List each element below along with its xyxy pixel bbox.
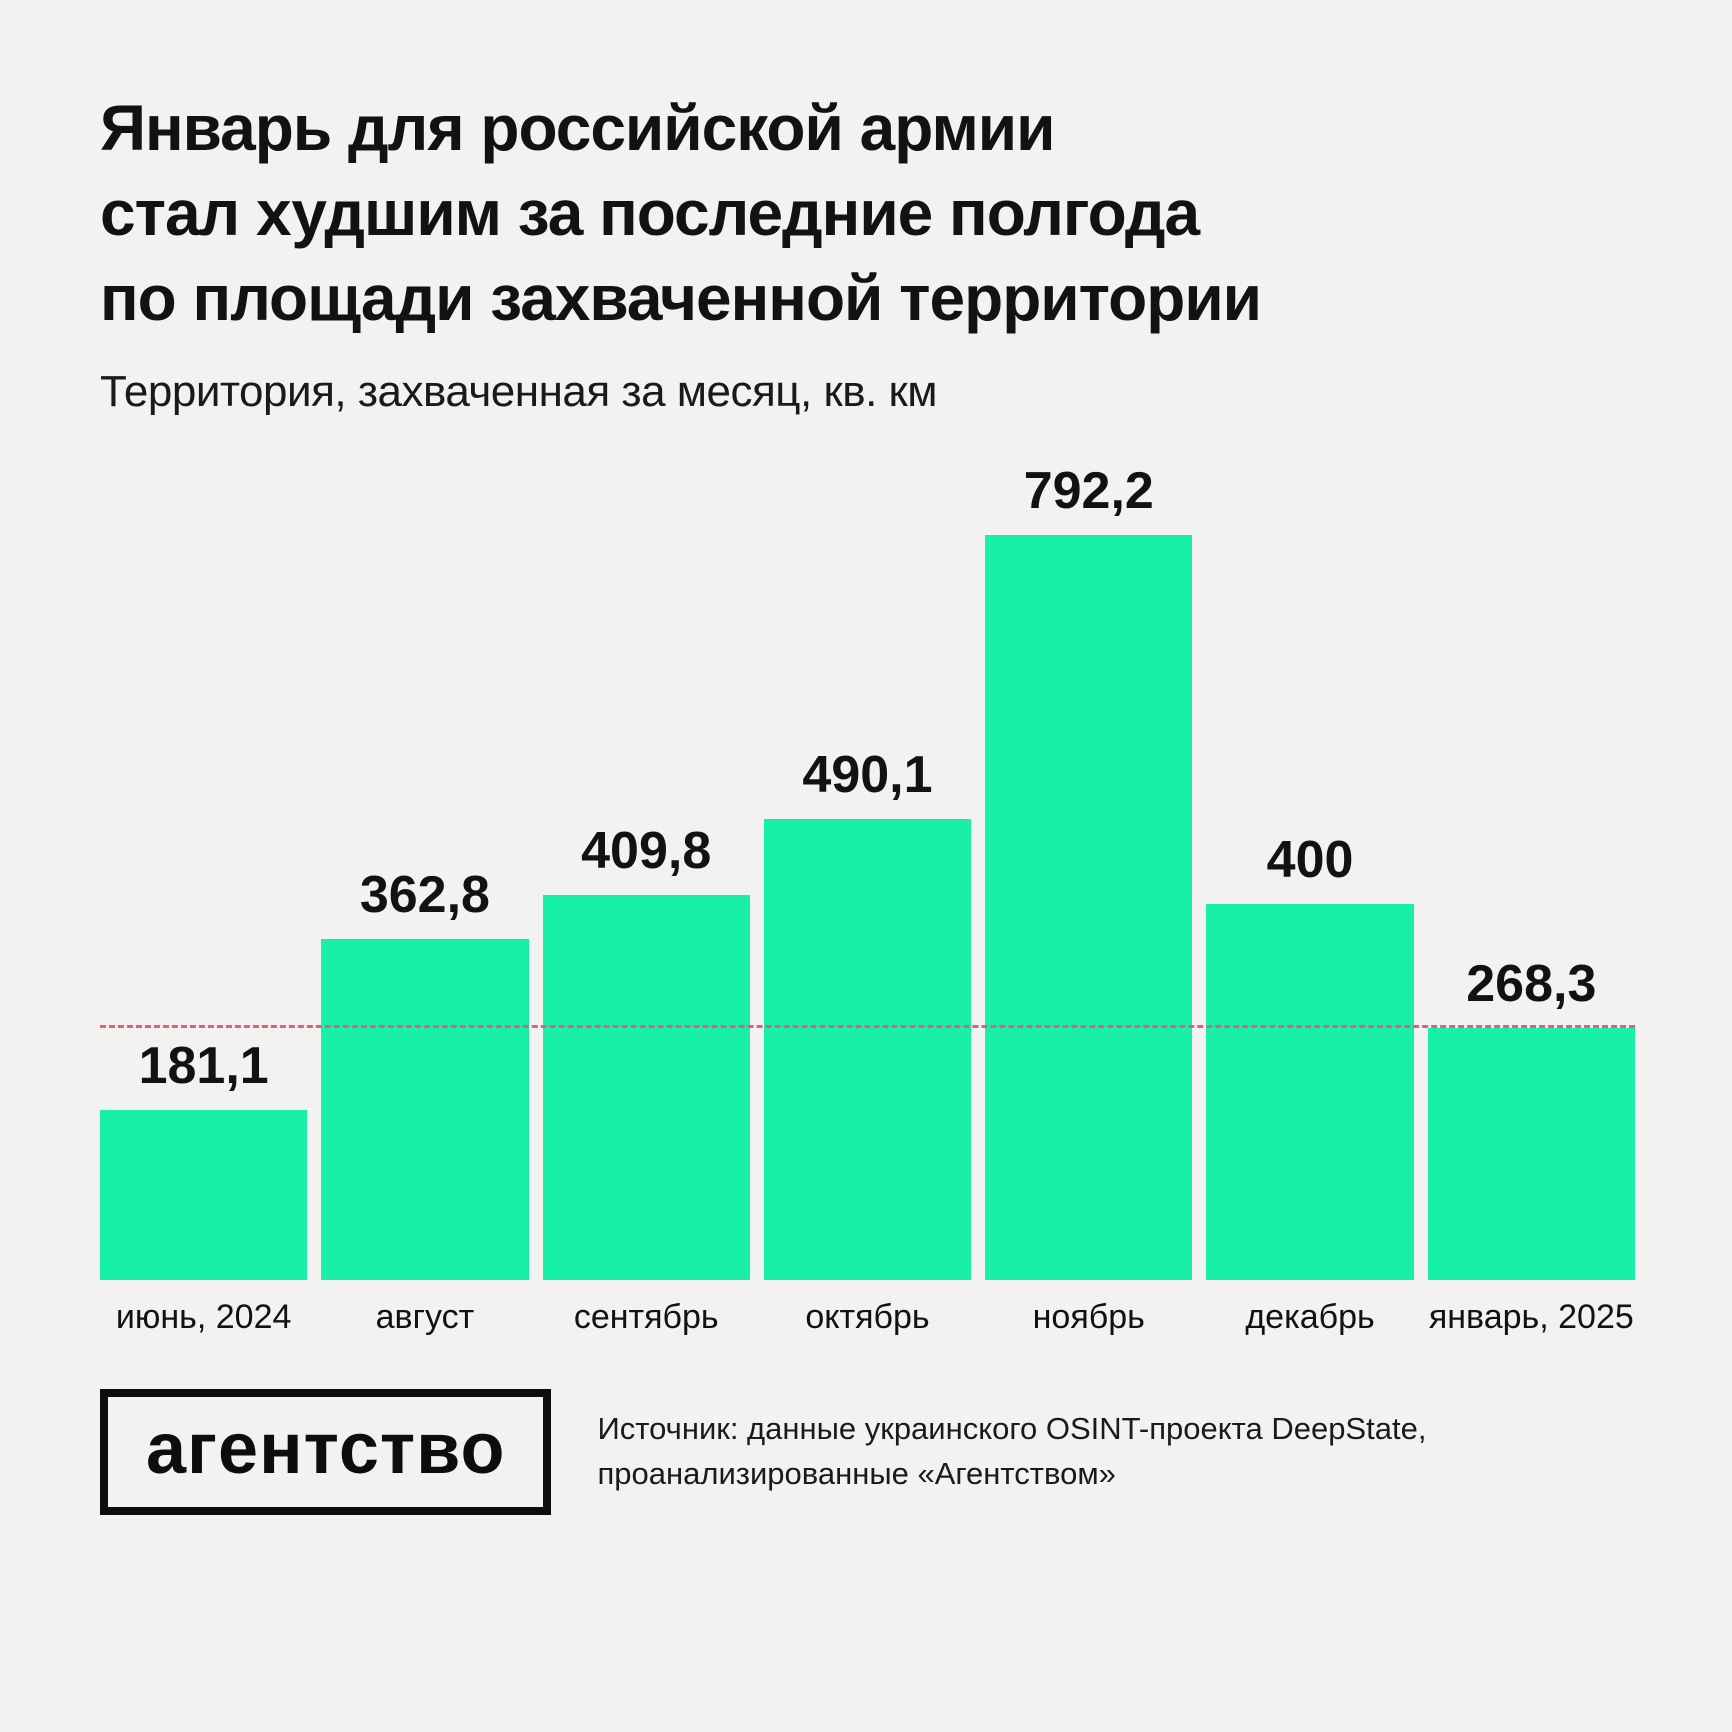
logo-text: агентство — [146, 1409, 506, 1490]
bar — [100, 1110, 308, 1281]
bar — [763, 819, 972, 1281]
bar-column: 268,3 — [1427, 954, 1635, 1281]
chart-area: 181,1 362,8 409,8 490,1 792,2 400 268,3 июнь, … — [100, 461, 1635, 1337]
bar — [1206, 904, 1414, 1281]
bar-column: 792,2 — [985, 461, 1193, 1281]
bar-value-label: 181,1 — [138, 1037, 269, 1096]
x-axis-label: июнь, 2024 — [115, 1298, 292, 1337]
bar-column: 490,1 — [763, 745, 972, 1281]
agentstvo-logo: агентство — [100, 1389, 552, 1516]
page-title: Январь для российской армии стал худшим … — [100, 86, 1635, 341]
bar-chart: 181,1 362,8 409,8 490,1 792,2 400 268,3 — [100, 461, 1635, 1281]
footer: агентство Источник: данные украинского O… — [100, 1389, 1635, 1516]
x-axis-label: август — [375, 1298, 475, 1337]
bar — [1427, 1028, 1635, 1281]
bar-value-label: 400 — [1266, 831, 1354, 890]
bar-value-label: 268,3 — [1466, 955, 1597, 1014]
x-axis-label: октябрь — [805, 1298, 930, 1337]
x-axis-label: сентябрь — [573, 1298, 719, 1337]
title-line-3: по площади захваченной территории — [100, 262, 1262, 335]
source-note: Источник: данные украинского OSINT-проек… — [597, 1407, 1426, 1497]
bar-column: 362,8 — [321, 865, 529, 1281]
bar — [985, 535, 1193, 1281]
bar — [321, 939, 529, 1281]
title-line-2: стал худшим за последние полгода — [100, 177, 1200, 250]
bar-value-label: 490,1 — [802, 746, 933, 805]
x-axis-label: ноябрь — [1032, 1298, 1145, 1337]
bar-value-label: 409,8 — [581, 822, 712, 881]
title-line-1: Январь для российской армии — [100, 92, 1055, 164]
bar-column: 181,1 — [100, 1036, 308, 1281]
bar — [542, 895, 750, 1281]
source-line-1: Источник: данные украинского OSINT-проек… — [597, 1411, 1427, 1447]
bar-column: 400 — [1206, 830, 1414, 1281]
x-axis-label: январь, 2025 — [1428, 1298, 1634, 1337]
bar-value-label: 362,8 — [359, 866, 490, 925]
x-axis-label: декабрь — [1245, 1298, 1375, 1337]
chart-subtitle: Территория, захваченная за месяц, кв. км — [100, 367, 938, 417]
bar-column: 409,8 — [542, 821, 750, 1281]
source-line-2: проанализированные «Агентством» — [597, 1456, 1116, 1492]
reference-dashed-line — [100, 1025, 1635, 1029]
x-axis-labels: июнь, 2024 август сентябрь октябрь ноябрь дек… — [100, 1298, 1635, 1337]
bar-value-label: 792,2 — [1023, 462, 1154, 521]
